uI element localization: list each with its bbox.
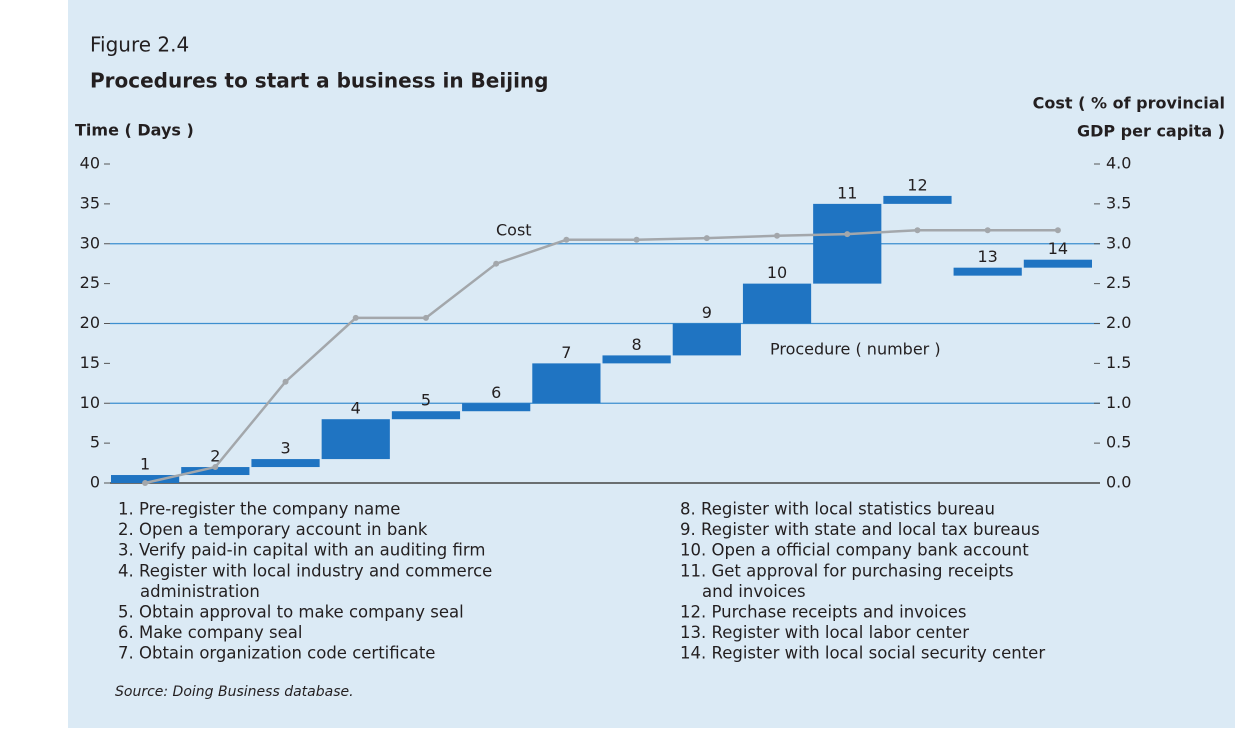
bar-label: 5 [421, 391, 431, 410]
bar-label: 2 [210, 447, 220, 466]
y2-tick-label: 1.5 [1106, 353, 1131, 372]
bar-label: 10 [767, 263, 787, 282]
procedure-note: 3. Verify paid-in capital with an auditi… [118, 541, 485, 560]
procedure-note: 7. Obtain organization code certificate [118, 644, 435, 663]
cost-point [142, 480, 149, 486]
bar-label: 4 [351, 399, 361, 418]
procedure-note: 9. Register with state and local tax bur… [680, 520, 1040, 539]
series-label: Procedure ( number ) [770, 340, 941, 359]
cost-point [282, 378, 289, 385]
bar [251, 459, 320, 468]
procedure-note: 12. Purchase receipts and invoices [680, 603, 966, 622]
y-tick-label: 20 [80, 313, 100, 332]
bar [813, 203, 882, 284]
bar-label: 7 [561, 343, 571, 362]
panel [68, 0, 1235, 728]
bar [181, 467, 250, 476]
y-tick-label: 25 [80, 273, 100, 292]
y-tick-label: 5 [90, 433, 100, 452]
y2-tick-label: 1.0 [1106, 393, 1131, 412]
bar-label: 11 [837, 183, 857, 202]
bar-label: 1 [140, 455, 150, 474]
procedure-note: administration [140, 582, 260, 601]
bar [742, 283, 812, 324]
y-tick-label: 40 [80, 154, 100, 173]
cost-point [984, 227, 991, 234]
cost-point [563, 236, 570, 243]
bar [602, 355, 671, 364]
procedure-note: and invoices [702, 582, 806, 601]
cost-line [144, 228, 1058, 485]
procedure-note: 2. Open a temporary account in bank [118, 520, 428, 539]
cost-point [774, 232, 781, 239]
procedure-note: 1. Pre-register the company name [118, 500, 400, 519]
procedure-note: 13. Register with local labor center [680, 623, 969, 642]
bar-label: 12 [907, 175, 927, 194]
cost-point [703, 235, 710, 242]
source: Source: Doing Business database. [115, 684, 354, 700]
procedure-note: 10. Open a official company bank account [680, 541, 1029, 560]
bar [532, 363, 601, 404]
y2-tick-label: 2.5 [1106, 273, 1131, 292]
y2-tick-label: 2.0 [1106, 313, 1131, 332]
y-tick-label: 0 [90, 473, 100, 492]
y2-tick-label: 4.0 [1106, 154, 1131, 173]
y-tick-label: 15 [80, 353, 100, 372]
bar [462, 403, 531, 412]
bar [1023, 259, 1092, 268]
cost-point [844, 231, 851, 238]
bar-label: 13 [977, 247, 997, 266]
figure-label: Figure 2.4 [90, 33, 189, 57]
cost-point [212, 464, 219, 471]
bar [672, 323, 741, 356]
bar [111, 475, 180, 483]
bar-label: 3 [280, 439, 290, 458]
y-tick-label: 35 [80, 193, 100, 212]
procedure-note: 6. Make company seal [118, 623, 302, 642]
cost-point [422, 314, 429, 321]
cost-point [914, 227, 921, 234]
procedure-note: 8. Register with local statistics bureau [680, 500, 995, 519]
y2-tick-label: 0.0 [1106, 473, 1131, 492]
y2-axis-label: Cost ( % of provincial [1033, 94, 1225, 113]
y-tick-label: 10 [80, 393, 100, 412]
y2-tick-label: 0.5 [1106, 433, 1131, 452]
y-axis-label: Time ( Days ) [75, 121, 194, 140]
procedure-note: 11. Get approval for purchasing receipts [680, 561, 1014, 580]
procedure-note: 14. Register with local social security … [680, 644, 1045, 663]
y-tick-label: 30 [80, 233, 100, 252]
y2-tick-label: 3.5 [1106, 193, 1131, 212]
bar [883, 195, 952, 204]
procedure-note: 4. Register with local industry and comm… [118, 561, 492, 580]
cost-point [1054, 227, 1061, 234]
bar [953, 267, 1022, 276]
bar-label: 14 [1048, 239, 1068, 258]
cost-point [493, 260, 500, 267]
chart-title: Procedures to start a business in Beijin… [90, 69, 548, 93]
y2-axis-label: GDP per capita ) [1077, 122, 1225, 141]
bar-label: 8 [632, 335, 642, 354]
cost-point [633, 236, 640, 243]
y2-tick-label: 3.0 [1106, 233, 1131, 252]
procedure-note: 5. Obtain approval to make company seal [118, 603, 464, 622]
bar [321, 419, 390, 460]
series-label: Cost [496, 221, 532, 240]
cost-point [352, 314, 359, 321]
bar-label: 9 [702, 303, 712, 322]
bar-label: 6 [491, 383, 501, 402]
bar [391, 411, 461, 420]
